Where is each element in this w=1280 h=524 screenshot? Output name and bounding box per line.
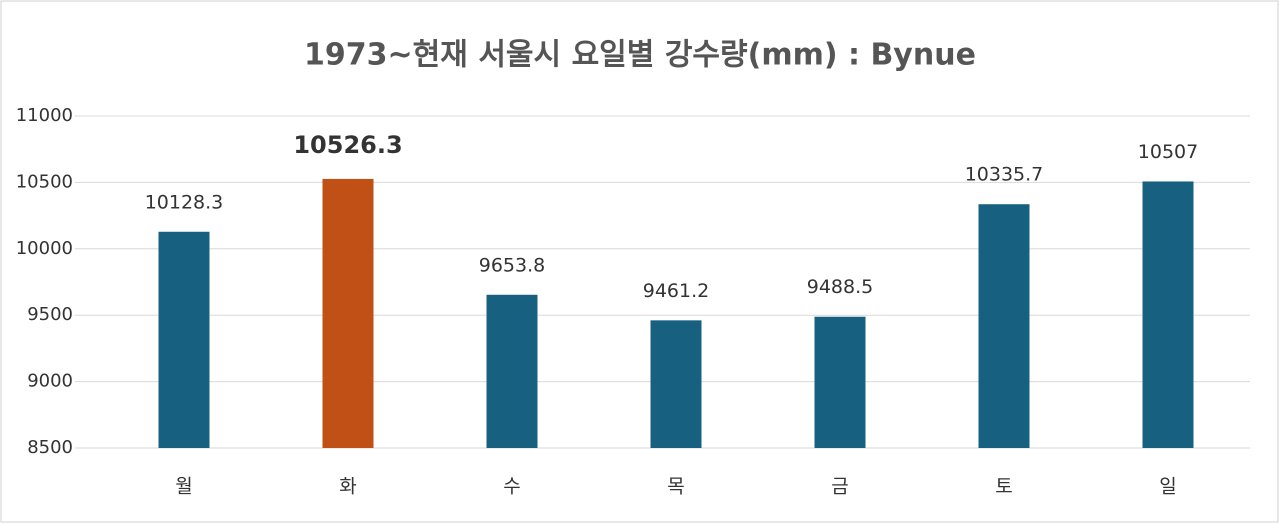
bar	[322, 178, 374, 449]
x-tick-label: 월	[175, 476, 192, 498]
bar	[650, 320, 702, 448]
bar	[814, 316, 866, 448]
y-tick-label: 11000	[16, 105, 73, 126]
data-label: 9653.8	[479, 254, 545, 276]
data-label: 10128.3	[145, 191, 224, 213]
bar	[486, 294, 538, 448]
bar	[978, 204, 1030, 448]
chart-title: 1973~현재 서울시 요일별 강수량(mm) : Bynue	[304, 38, 976, 73]
x-tick-label: 수	[503, 476, 520, 498]
data-label: 10526.3	[293, 131, 402, 159]
data-label: 10335.7	[965, 164, 1044, 186]
data-label: 10507	[1138, 141, 1198, 163]
x-tick-label: 금	[831, 476, 848, 498]
bar	[1142, 181, 1194, 448]
y-tick-label: 9000	[27, 371, 73, 392]
x-tick-label: 목	[667, 476, 684, 498]
y-tick-label: 10000	[16, 238, 73, 259]
bar	[158, 231, 210, 448]
y-tick-label: 10500	[16, 171, 73, 192]
data-label: 9488.5	[807, 276, 873, 298]
data-label: 9461.2	[643, 280, 709, 302]
x-tick-label: 토	[995, 476, 1012, 498]
x-tick-label: 일	[1159, 476, 1176, 498]
y-tick-label: 8500	[27, 437, 73, 458]
y-tick-label: 9500	[27, 304, 73, 325]
x-tick-label: 화	[339, 476, 356, 498]
